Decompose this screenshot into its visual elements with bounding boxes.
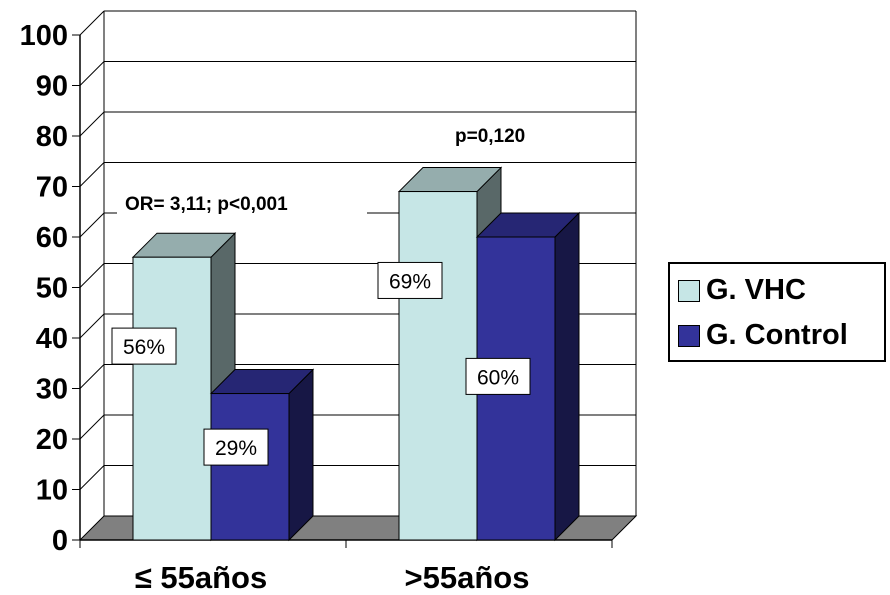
gridline-side: [79, 111, 105, 137]
legend-swatch-control: [678, 324, 700, 347]
legend-item-control: G. Control: [678, 319, 848, 352]
y-tick-label: 40: [36, 323, 68, 355]
y-tick-label: 70: [36, 172, 68, 204]
data-label-box: [111, 327, 177, 365]
y-tick-label: 90: [36, 71, 68, 103]
data-label-box: [377, 261, 443, 299]
y-tick-label: 80: [36, 121, 68, 153]
gridline-side: [79, 162, 105, 187]
data-label: 69%: [389, 270, 431, 293]
x-tick-label: ≤ 55años: [135, 560, 267, 595]
gridline-side: [79, 364, 105, 389]
y-tick-label: 30: [36, 374, 68, 406]
data-label-box: [203, 428, 269, 466]
bar: [210, 393, 290, 541]
y-tick-label: 20: [36, 424, 68, 456]
data-label: 60%: [477, 366, 519, 389]
legend: G. VHC G. Control: [668, 262, 886, 362]
annotation-or: OR= 3,11; p<0,001: [125, 194, 288, 215]
gridline-side: [79, 263, 105, 288]
gridline-side: [79, 61, 105, 86]
y-tick-label: 60: [36, 222, 68, 254]
gridline-side: [79, 414, 105, 440]
legend-label-vhc: G. VHC: [706, 274, 806, 306]
data-label-box: [465, 357, 531, 395]
y-tick-label: 10: [36, 475, 68, 507]
gridline-side: [79, 212, 105, 238]
data-label: 29%: [215, 437, 257, 460]
gridline-side: [79, 313, 105, 339]
bar-side: [554, 211, 580, 542]
legend-label-control: G. Control: [706, 319, 848, 351]
bar: [132, 256, 212, 541]
data-label: 56%: [123, 336, 165, 359]
bar-side: [288, 368, 314, 542]
annotation-bg: [447, 120, 582, 152]
annotation-bg: [117, 188, 367, 220]
gridline-side: [79, 10, 105, 36]
y-tick-label: 50: [36, 273, 68, 305]
y-tick-label: 100: [20, 20, 68, 52]
x-tick-label: >55años: [405, 560, 530, 595]
gridline-side: [79, 465, 105, 490]
annotation-p: p=0,120: [455, 126, 525, 147]
legend-item-vhc: G. VHC: [678, 274, 806, 307]
bar: [398, 191, 478, 541]
legend-swatch-vhc: [678, 279, 700, 302]
y-tick-label: 0: [52, 525, 68, 557]
